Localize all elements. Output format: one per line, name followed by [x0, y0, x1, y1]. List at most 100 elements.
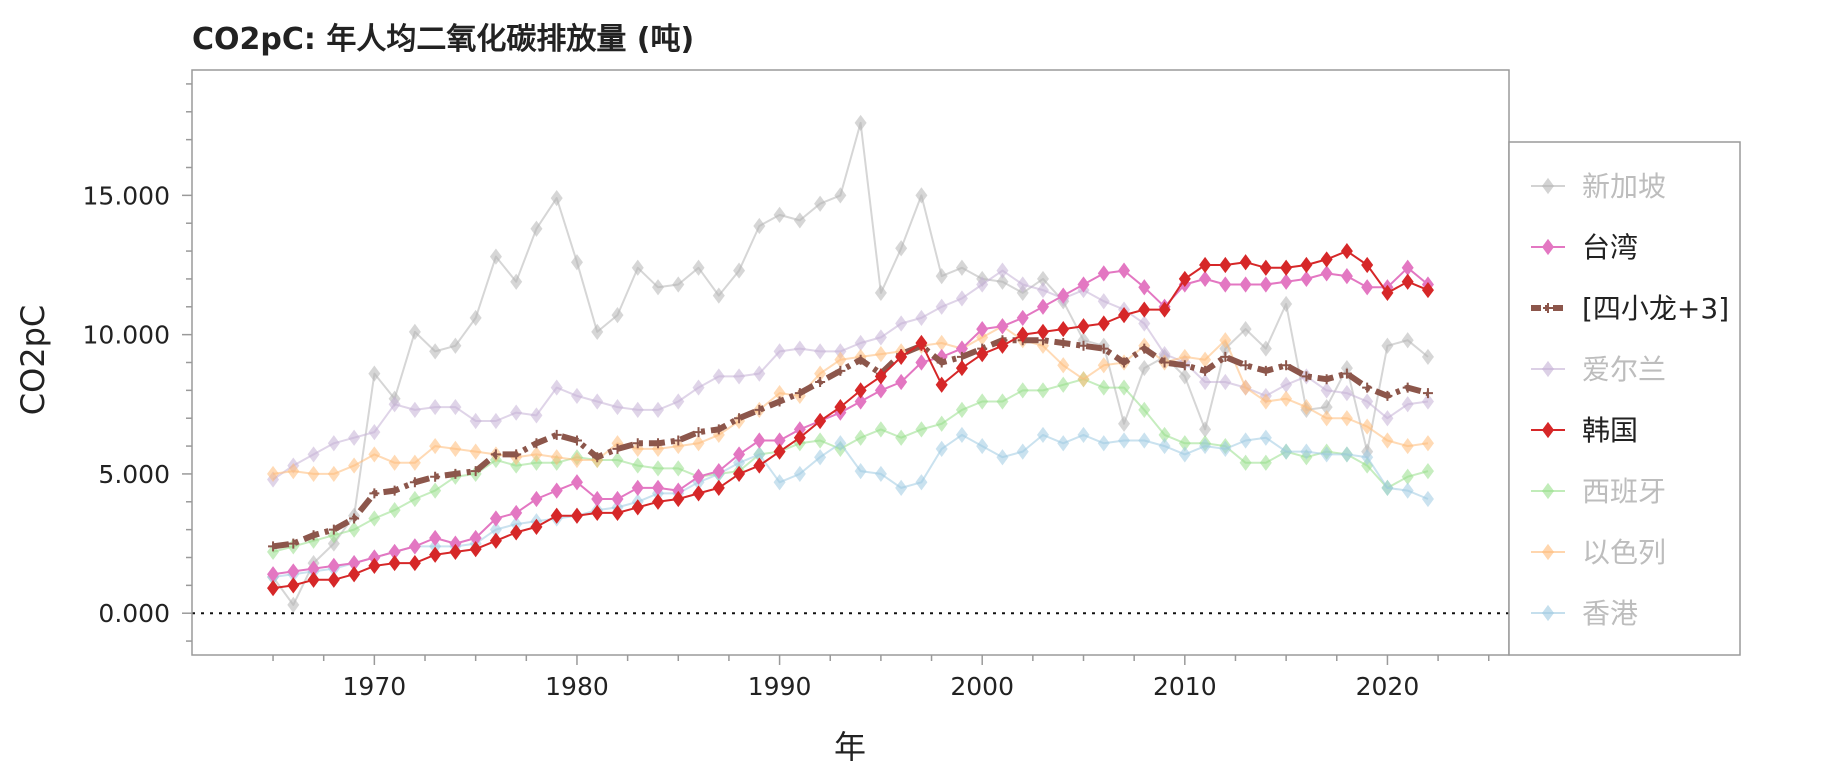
x-tick-label: 2020 — [1356, 672, 1420, 701]
series-point — [510, 404, 523, 421]
series-point — [449, 398, 462, 416]
series-point — [1361, 256, 1374, 274]
series-point — [653, 438, 664, 449]
series-point — [1139, 343, 1150, 354]
series-point — [348, 429, 361, 446]
series-point — [1421, 348, 1434, 366]
series-point — [672, 276, 685, 293]
series-point — [1421, 490, 1434, 508]
series-point — [692, 379, 705, 396]
series-point — [1381, 284, 1394, 301]
series-point — [895, 373, 908, 391]
series-point — [388, 454, 401, 471]
x-tick-label: 1990 — [748, 672, 812, 701]
series-point — [368, 510, 381, 527]
series-point — [1239, 379, 1252, 396]
x-tick-label: 1970 — [343, 672, 407, 701]
series-point — [1421, 435, 1434, 452]
series-point — [570, 254, 583, 271]
series-point — [267, 465, 280, 483]
series-point — [996, 337, 1009, 354]
series-point — [1260, 365, 1271, 376]
series-point — [389, 485, 400, 496]
series-point — [267, 580, 280, 597]
series-point — [793, 340, 806, 357]
series-7 — [267, 426, 1434, 586]
series-point — [530, 446, 543, 463]
series-point — [348, 554, 361, 572]
legend-marker — [1542, 360, 1554, 378]
series-point — [530, 454, 543, 471]
series-point — [1057, 435, 1070, 452]
series-point — [368, 557, 381, 574]
plot-area — [192, 114, 1509, 615]
series-point — [774, 396, 785, 407]
series-point — [307, 446, 320, 463]
axes: 0.000 5.000 10.000 15.000 1970 1980 1990 2000 20… — [83, 69, 1510, 701]
series-point — [470, 466, 481, 477]
series-point — [1057, 376, 1070, 393]
series-point — [570, 451, 583, 469]
series-point — [408, 323, 421, 340]
legend-label: 香港 — [1582, 597, 1638, 630]
series-point — [1259, 340, 1272, 357]
series-point — [631, 479, 644, 496]
series-point — [1138, 359, 1151, 377]
series-line — [272, 121, 1429, 606]
series-point — [1036, 298, 1049, 315]
series-point — [327, 535, 340, 552]
series-line — [272, 250, 1429, 590]
series-point — [1340, 410, 1353, 427]
series-point — [1280, 259, 1293, 276]
series-point — [1421, 281, 1434, 299]
series-point — [489, 510, 502, 527]
series-point — [753, 432, 766, 449]
series-point — [450, 468, 461, 479]
series-point — [935, 348, 948, 366]
series-point — [348, 457, 361, 474]
series-line — [272, 269, 1429, 481]
series-point — [692, 468, 705, 485]
series-point — [793, 421, 806, 438]
legend-item-2: [四小龙+3] — [1531, 292, 1729, 325]
series-point — [1016, 443, 1029, 460]
series-point — [408, 538, 421, 555]
series-point — [632, 438, 643, 449]
series-point — [895, 240, 908, 257]
series-point — [734, 413, 745, 424]
series-point — [1016, 276, 1029, 293]
series-point — [429, 529, 442, 547]
series-point — [1300, 398, 1313, 416]
series-point — [1119, 357, 1130, 368]
series-point — [1320, 265, 1333, 282]
series-point — [1401, 273, 1414, 290]
series-point — [550, 190, 563, 207]
series-point — [429, 538, 442, 555]
series-point — [1199, 270, 1212, 288]
series-point — [672, 482, 685, 499]
series-point — [814, 195, 827, 212]
series-point — [1239, 454, 1252, 471]
series-point — [955, 359, 968, 377]
series-point — [815, 377, 826, 387]
series-point — [1036, 382, 1049, 399]
legend-label: 台湾 — [1582, 231, 1638, 264]
series-point — [1219, 340, 1232, 357]
series-point — [430, 471, 441, 482]
series-point — [854, 393, 867, 410]
series-point — [327, 527, 340, 544]
series-point — [611, 451, 624, 469]
series-point — [408, 454, 421, 471]
series-point — [692, 259, 705, 276]
series-point — [834, 187, 847, 204]
series-point — [672, 437, 685, 455]
series-point — [1300, 256, 1313, 274]
series-point — [1118, 415, 1131, 432]
legend-item-7: 香港 — [1531, 597, 1638, 630]
series-point — [1239, 276, 1252, 293]
series-point — [1321, 374, 1332, 385]
series-point — [550, 482, 563, 499]
series-point — [1097, 379, 1110, 396]
series-point — [1178, 446, 1191, 463]
series-point — [1097, 293, 1110, 310]
